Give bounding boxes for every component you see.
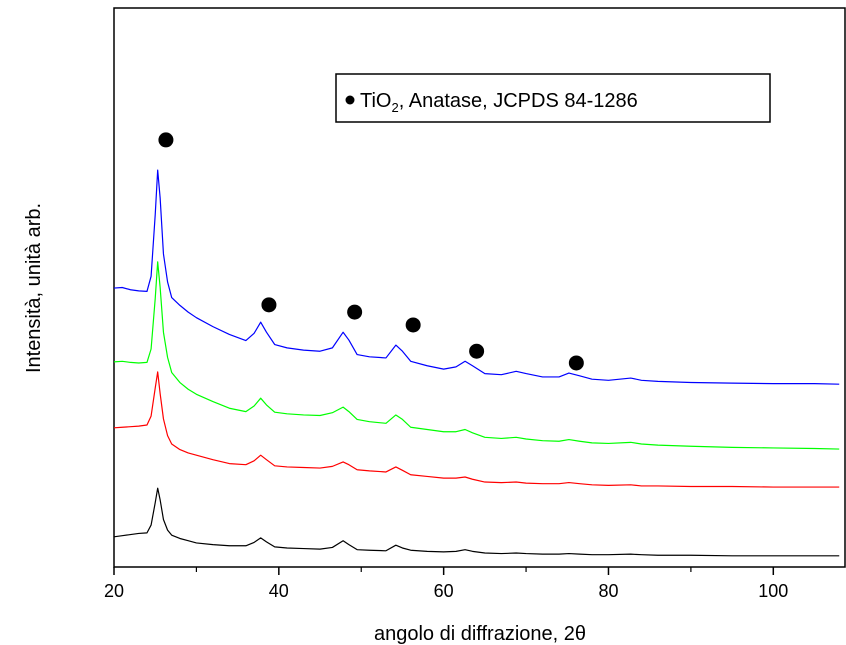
x-tick-label: 100 bbox=[758, 581, 788, 601]
x-tick-label: 20 bbox=[104, 581, 124, 601]
legend-subscript: 2 bbox=[391, 100, 398, 115]
x-axis-label: angolo di diffrazione, 2θ bbox=[374, 623, 586, 645]
spectrum-line bbox=[113, 487, 840, 557]
legend-text: TiO2, Anatase, JCPDS 84-1286 bbox=[360, 90, 638, 115]
x-tick-label: 80 bbox=[598, 581, 618, 601]
peak-marker bbox=[405, 317, 421, 333]
peak-marker bbox=[261, 297, 277, 313]
spectrum-line bbox=[113, 261, 840, 450]
legend-text-part: TiO bbox=[360, 90, 391, 112]
peak-marker bbox=[158, 132, 174, 148]
x-tick-label: 60 bbox=[434, 581, 454, 601]
peak-marker bbox=[469, 343, 485, 359]
peak-marker bbox=[568, 355, 584, 371]
legend-box bbox=[335, 73, 771, 123]
peak-marker bbox=[347, 304, 363, 320]
y-axis-label: Intensità, unità arb. bbox=[23, 203, 45, 373]
legend-text-part: , Anatase, JCPDS 84-1286 bbox=[399, 90, 638, 112]
spectrum-line bbox=[113, 371, 840, 488]
spectrum-line bbox=[113, 169, 840, 385]
legend-symbol bbox=[345, 95, 355, 105]
x-tick-label: 40 bbox=[269, 581, 289, 601]
